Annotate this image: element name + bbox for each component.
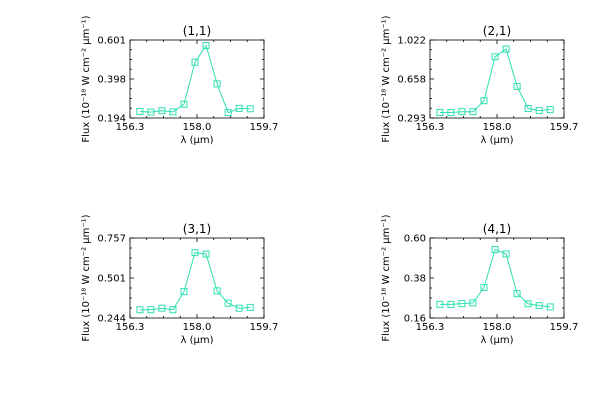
data-point [224, 109, 232, 117]
data-point [136, 107, 144, 115]
y-axis-label: Flux (10⁻¹⁸ W cm⁻² μm⁻¹) [81, 214, 92, 341]
x-tick-label: 159.7 [550, 122, 579, 133]
data-point [436, 300, 444, 308]
data-point [546, 303, 554, 311]
data-point [202, 250, 210, 258]
x-axis-label: λ (μm) [480, 335, 513, 346]
y-tick-label: 0.60 [404, 234, 426, 245]
data-point [213, 80, 221, 88]
x-tick-label: 156.3 [116, 122, 145, 133]
y-tick-label: 0.398 [97, 74, 126, 85]
data-point [502, 45, 510, 53]
y-tick-label: 0.601 [97, 36, 126, 47]
y-axis-label: Flux (10⁻¹⁸ W cm⁻² μm⁻¹) [381, 15, 392, 142]
x-tick-label: 158.0 [183, 322, 212, 333]
y-tick-label: 0.194 [97, 114, 126, 125]
data-point [158, 304, 166, 312]
data-point [224, 299, 232, 307]
data-point [513, 290, 521, 298]
data-point [502, 250, 510, 258]
y-tick-label: 0.658 [397, 74, 426, 85]
x-axis-label: λ (μm) [180, 335, 213, 346]
panel-title: (4,1) [483, 222, 511, 236]
panel-2: (2,1) 156.3 158.0 159.7 0.293 0.658 1.022 λ (μm… [381, 15, 578, 146]
data-point [136, 306, 144, 314]
data-point [147, 108, 155, 116]
data-point [235, 304, 243, 312]
x-tick-label: 156.3 [416, 122, 445, 133]
data-point [246, 303, 254, 311]
y-tick-label: 0.757 [97, 234, 126, 245]
data-point [180, 288, 188, 296]
data-point [147, 306, 155, 314]
x-tick-label: 158.0 [183, 122, 212, 133]
data-point [458, 108, 466, 116]
panel-title: (1,1) [183, 24, 211, 38]
panel-1: (1,1) 156.3 158.0 159.7 0.194 0.398 0.601 λ (μm… [81, 15, 278, 146]
x-axis-label: λ (μm) [180, 135, 213, 146]
data-point [491, 53, 499, 61]
data-point [480, 283, 488, 291]
x-tick-label: 159.7 [250, 322, 279, 333]
x-tick-label: 158.0 [483, 122, 512, 133]
data-point [524, 300, 532, 308]
data-point [202, 42, 210, 50]
data-point [191, 249, 199, 257]
y-tick-label: 0.293 [397, 114, 426, 125]
data-point [447, 300, 455, 308]
data-point [246, 105, 254, 113]
series-line [139, 252, 251, 311]
data-point [480, 97, 488, 105]
y-axis-label: Flux (10⁻¹⁸ W cm⁻² μm⁻¹) [381, 214, 392, 341]
x-tick-label: 156.3 [116, 322, 145, 333]
panel-4: (4,1) 156.3 158.0 159.7 0.16 0.38 0.60 λ (μm) Fl… [381, 214, 578, 346]
y-tick-label: 1.022 [397, 36, 426, 47]
data-point [513, 82, 521, 90]
series-line [439, 248, 551, 308]
panel-3: (3,1) 156.3 158.0 159.7 0.244 0.501 0.757 λ (μm… [81, 214, 278, 346]
data-point [158, 107, 166, 115]
data-point [180, 100, 188, 108]
data-point [546, 106, 554, 114]
data-point [213, 287, 221, 295]
data-point [169, 306, 177, 314]
x-tick-label: 159.7 [550, 322, 579, 333]
data-point [524, 104, 532, 112]
panel-title: (3,1) [183, 222, 211, 236]
data-point [458, 300, 466, 308]
y-tick-label: 0.244 [97, 314, 126, 325]
panel-title: (2,1) [483, 24, 511, 38]
data-point [191, 58, 199, 66]
data-point [535, 107, 543, 115]
data-point [235, 104, 243, 112]
data-point [491, 245, 499, 253]
data-point [169, 108, 177, 116]
y-tick-label: 0.38 [404, 274, 426, 285]
series-line [139, 44, 251, 114]
data-point [436, 109, 444, 117]
x-tick-label: 156.3 [416, 322, 445, 333]
y-tick-label: 0.16 [404, 314, 426, 325]
x-tick-label: 158.0 [483, 322, 512, 333]
series-line [439, 48, 551, 113]
data-point [447, 109, 455, 117]
x-axis-label: λ (μm) [480, 135, 513, 146]
y-axis-label: Flux (10⁻¹⁸ W cm⁻² μm⁻¹) [81, 15, 92, 142]
x-tick-label: 159.7 [250, 122, 279, 133]
data-point [469, 299, 477, 307]
y-tick-label: 0.501 [97, 273, 126, 284]
data-point [535, 302, 543, 310]
data-point [469, 108, 477, 116]
